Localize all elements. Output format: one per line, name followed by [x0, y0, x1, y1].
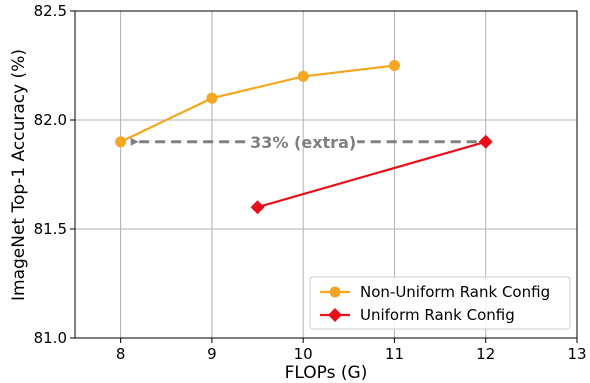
- data-point: [478, 134, 493, 149]
- legend-item: Uniform Rank Config: [320, 306, 515, 324]
- legend: Non-Uniform Rank Config Uniform Rank Conf…: [309, 276, 571, 330]
- legend-item: Non-Uniform Rank Config: [320, 283, 550, 301]
- y-tick-label: 81.5: [34, 220, 67, 238]
- data-point: [206, 92, 218, 104]
- data-point: [388, 60, 400, 71]
- data-point: [115, 136, 127, 148]
- annotation: 33% (extra): [130, 133, 477, 152]
- x-tick-label: 11: [385, 345, 404, 363]
- legend-swatch-marker: [328, 308, 342, 322]
- data-point: [297, 70, 309, 82]
- y-tick-label: 81.0: [34, 329, 67, 347]
- plot-frame: [74, 10, 578, 339]
- legend-label: Uniform Rank Config: [360, 306, 515, 324]
- data-point: [250, 200, 265, 215]
- y-tick-label: 82.5: [34, 2, 67, 20]
- x-axis-label: FLOPs (G): [285, 363, 368, 383]
- ticks: 8 9 10 11 12 13 81.0 81.5 82.0 82.5: [34, 2, 587, 363]
- series-line: [120, 64, 395, 143]
- legend-swatch-marker: [329, 286, 341, 298]
- x-tick-label: 9: [207, 345, 217, 363]
- x-tick-label: 8: [116, 345, 126, 363]
- x-tick-label: 12: [476, 345, 495, 363]
- series-line: [257, 140, 487, 209]
- series-layer: [115, 60, 493, 215]
- annotation-label: 33% (extra): [250, 133, 356, 152]
- x-tick-label: 13: [567, 345, 586, 363]
- legend-label: Non-Uniform Rank Config: [360, 283, 550, 301]
- series-1: [115, 60, 400, 148]
- y-tick-label: 82.0: [34, 111, 67, 129]
- y-axis-label: ImageNet Top-1 Accuracy (%): [9, 49, 29, 301]
- x-tick-label: 10: [294, 345, 313, 363]
- legend-box: [309, 276, 571, 330]
- annotation-layer: 33% (extra): [130, 133, 477, 152]
- series-2: [250, 134, 493, 215]
